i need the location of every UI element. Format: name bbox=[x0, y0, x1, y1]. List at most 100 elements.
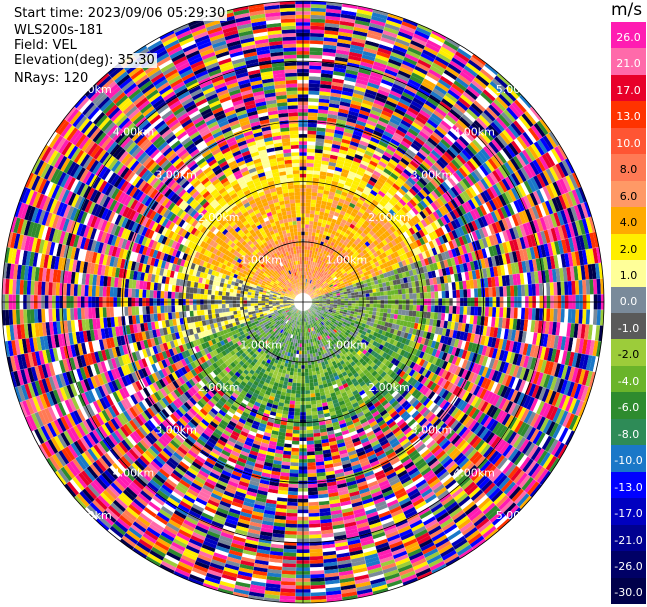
velocity-gate bbox=[347, 235, 353, 241]
velocity-gate bbox=[555, 179, 565, 195]
velocity-gate bbox=[335, 189, 343, 195]
velocity-gate bbox=[346, 248, 352, 254]
velocity-gate bbox=[415, 310, 420, 318]
velocity-gate bbox=[520, 307, 526, 320]
velocity-gate bbox=[361, 260, 367, 266]
velocity-gate bbox=[309, 288, 313, 292]
velocity-gate bbox=[416, 212, 424, 222]
velocity-gate bbox=[338, 104, 350, 111]
velocity-gate bbox=[394, 41, 409, 51]
velocity-gate bbox=[485, 201, 494, 213]
velocity-gate bbox=[389, 117, 401, 126]
velocity-gate bbox=[513, 307, 518, 319]
velocity-gate bbox=[569, 266, 575, 281]
velocity-gate bbox=[361, 133, 372, 141]
velocity-gate bbox=[327, 228, 333, 234]
velocity-gate bbox=[325, 235, 330, 241]
velocity-gate bbox=[517, 183, 527, 197]
velocity-gate bbox=[359, 106, 372, 113]
velocity-gate bbox=[318, 287, 323, 291]
velocity-gate bbox=[354, 153, 364, 161]
velocity-gate bbox=[311, 280, 315, 285]
velocity-gate bbox=[440, 283, 446, 292]
velocity-gate bbox=[450, 274, 456, 283]
velocity-gate bbox=[580, 265, 586, 280]
velocity-gate bbox=[308, 224, 314, 229]
velocity-gate bbox=[309, 292, 313, 296]
velocity-gate bbox=[506, 106, 519, 121]
velocity-gate bbox=[343, 184, 351, 191]
velocity-gate bbox=[366, 261, 372, 267]
velocity-gate bbox=[423, 172, 433, 182]
velocity-gate bbox=[341, 270, 347, 275]
velocity-gate bbox=[371, 12, 388, 20]
velocity-gate bbox=[310, 276, 314, 281]
velocity-gate bbox=[372, 257, 378, 264]
velocity-gate bbox=[306, 286, 308, 290]
velocity-gate bbox=[324, 131, 335, 137]
velocity-gate bbox=[341, 276, 346, 281]
velocity-gate bbox=[319, 300, 323, 302]
velocity-gate bbox=[510, 172, 521, 186]
velocity-gate bbox=[313, 286, 317, 291]
velocity-gate bbox=[334, 287, 339, 291]
velocity-gate bbox=[360, 160, 370, 167]
velocity-gate bbox=[466, 288, 471, 298]
velocity-gate bbox=[354, 173, 363, 180]
velocity-gate bbox=[372, 292, 377, 297]
velocity-gate bbox=[356, 186, 365, 193]
velocity-gate bbox=[346, 288, 351, 292]
velocity-gate bbox=[297, 368, 302, 373]
velocity-gate bbox=[515, 117, 528, 132]
velocity-gate bbox=[334, 126, 345, 132]
velocity-gate bbox=[439, 195, 448, 205]
velocity-gate bbox=[482, 65, 497, 79]
velocity-gate bbox=[581, 249, 588, 265]
velocity-gate bbox=[482, 129, 494, 142]
velocity-gate bbox=[392, 83, 405, 92]
velocity-gate bbox=[383, 181, 393, 189]
velocity-gate bbox=[467, 59, 483, 72]
velocity-gate bbox=[414, 204, 422, 213]
velocity-gate bbox=[296, 386, 301, 391]
velocity-gate bbox=[310, 268, 313, 273]
velocity-gate bbox=[519, 133, 531, 148]
velocity-gate bbox=[412, 268, 418, 276]
velocity-gate bbox=[426, 285, 431, 293]
velocity-gate bbox=[498, 243, 505, 255]
velocity-gate bbox=[488, 235, 496, 247]
velocity-gate bbox=[402, 293, 406, 300]
velocity-gate bbox=[334, 192, 341, 199]
velocity-gate bbox=[434, 246, 441, 255]
velocity-gate bbox=[575, 188, 584, 204]
velocity-gate bbox=[376, 50, 391, 59]
velocity-gate bbox=[378, 85, 391, 94]
velocity-gate bbox=[354, 82, 368, 89]
velocity-gate bbox=[328, 291, 333, 295]
velocity-gate bbox=[305, 191, 312, 196]
velocity-gate bbox=[320, 226, 326, 231]
velocity-gate bbox=[526, 272, 532, 285]
velocity-gate bbox=[424, 206, 433, 216]
velocity-gate bbox=[314, 288, 319, 292]
velocity-gate bbox=[349, 268, 354, 273]
velocity-gate bbox=[303, 271, 306, 275]
velocity-gate bbox=[436, 52, 452, 64]
velocity-gate bbox=[358, 297, 363, 301]
velocity-gate bbox=[411, 281, 416, 288]
velocity-gate bbox=[307, 246, 311, 251]
velocity-gate bbox=[415, 26, 432, 37]
velocity-gate bbox=[427, 291, 432, 299]
velocity-gate bbox=[325, 12, 341, 18]
velocity-gate bbox=[477, 94, 491, 107]
velocity-gate bbox=[317, 237, 322, 242]
velocity-gate bbox=[462, 91, 476, 103]
velocity-gate bbox=[519, 249, 525, 262]
velocity-gate bbox=[356, 116, 368, 124]
velocity-gate bbox=[484, 247, 491, 258]
velocity-gate bbox=[583, 201, 592, 218]
velocity-gate bbox=[392, 169, 401, 178]
velocity-gate bbox=[447, 111, 459, 123]
velocity-gate bbox=[356, 12, 372, 20]
velocity-gate bbox=[574, 309, 580, 324]
